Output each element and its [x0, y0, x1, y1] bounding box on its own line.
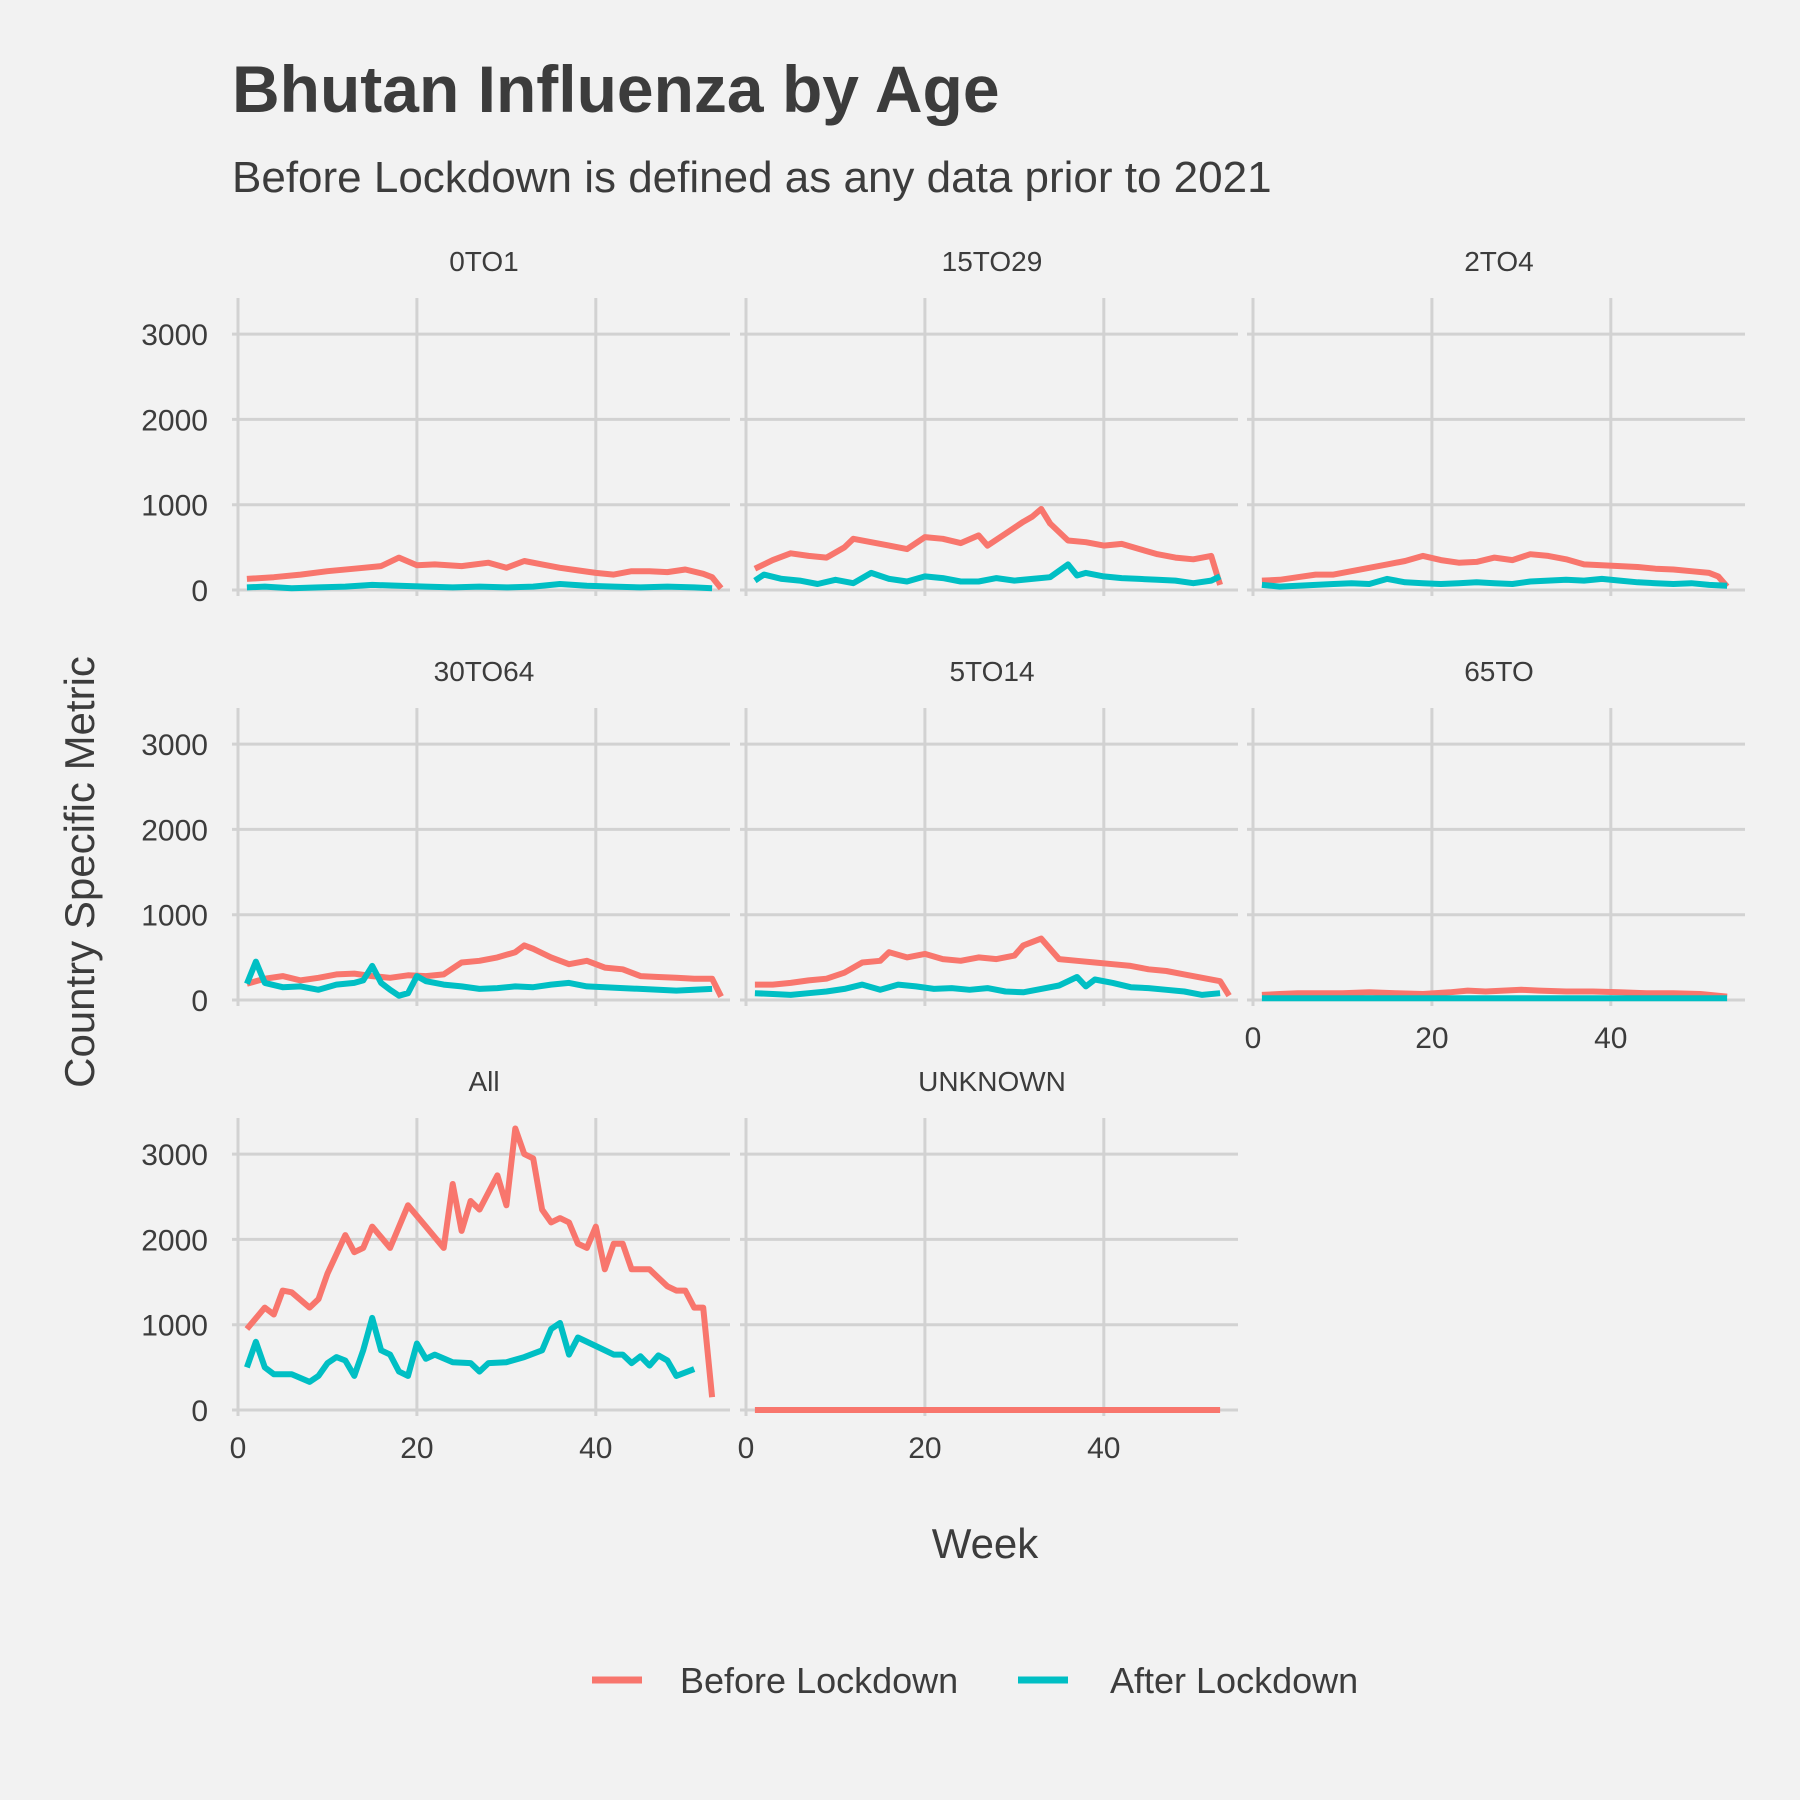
panel-label-0to1: 0TO1: [449, 246, 519, 277]
y-tick-label: 3000: [141, 729, 208, 762]
y-tick-label: 2000: [141, 814, 208, 847]
panel-all: All 0 1000 2000 3000 0 20 40: [141, 1066, 730, 1465]
x-tick-label: 40: [1594, 1022, 1627, 1055]
x-tick-label: 0: [230, 1432, 247, 1465]
series-line-5to14-after-lockdown: [754, 974, 1221, 998]
legend-label-before-lockdown: Before Lockdown: [680, 1660, 958, 1701]
series-line-5to14-before-lockdown: [754, 935, 1232, 998]
y-tick-label: 1000: [141, 490, 208, 523]
legend-item-before-lockdown: Before Lockdown: [592, 1660, 958, 1701]
panel-label-30to64: 30TO64: [434, 656, 535, 687]
panel-label-5to14: 5TO14: [949, 656, 1034, 687]
panel-65to: 65TO 0 20 40: [1245, 656, 1745, 1055]
panel-label-unknown: UNKNOWN: [918, 1066, 1066, 1097]
x-tick-label: 20: [908, 1432, 941, 1465]
series-line-all-after-lockdown: [244, 1314, 696, 1385]
series-line-0to1-after-lockdown: [246, 581, 713, 592]
series-line-65to-before-lockdown: [1261, 986, 1728, 1000]
y-tick-label: 0: [191, 985, 208, 1018]
panel-2to4: 2TO4: [1247, 246, 1745, 596]
legend-label-after-lockdown: After Lockdown: [1110, 1660, 1358, 1701]
series-line-2to4-after-lockdown: [1261, 575, 1728, 590]
y-tick-label: 0: [191, 1395, 208, 1428]
series-line-0to1-before-lockdown: [246, 554, 724, 591]
chart-title: Bhutan Influenza by Age: [232, 52, 1000, 126]
y-tick-label: 3000: [141, 319, 208, 352]
x-tick-label: 0: [738, 1432, 755, 1465]
panel-label-65to: 65TO: [1464, 656, 1534, 687]
panel-unknown: UNKNOWN 0 20 40: [738, 1066, 1238, 1465]
chart-subtitle: Before Lockdown is defined as any data p…: [232, 153, 1272, 202]
x-tick-label: 0: [1245, 1022, 1262, 1055]
y-axis-title: Country Specific Metric: [56, 656, 103, 1088]
y-tick-label: 2000: [141, 1224, 208, 1257]
x-tick-label: 20: [400, 1432, 433, 1465]
panel-30to64: 30TO64 0 1000 2000 3000: [141, 656, 730, 1018]
panel-5to14: 5TO14: [740, 656, 1238, 1006]
legend: Before Lockdown After Lockdown: [592, 1660, 1358, 1701]
y-tick-label: 1000: [141, 900, 208, 933]
x-tick-label: 40: [1087, 1432, 1120, 1465]
series-line-30to64-before-lockdown: [246, 942, 724, 998]
series-line-30to64-after-lockdown: [244, 958, 713, 999]
y-tick-label: 0: [191, 575, 208, 608]
x-tick-label: 20: [1415, 1022, 1448, 1055]
panel-15to29: 15TO29: [740, 246, 1238, 596]
y-tick-label: 1000: [141, 1310, 208, 1343]
series-line-2to4-before-lockdown: [1261, 551, 1730, 589]
panel-label-all: All: [468, 1066, 499, 1097]
series-line-all-before-lockdown: [244, 1125, 716, 1398]
x-axis-title: Week: [932, 1520, 1040, 1567]
x-tick-label: 40: [579, 1432, 612, 1465]
series-line-15to29-after-lockdown: [753, 561, 1222, 587]
panel-0to1: 0TO1 0 1000 2000 3000: [141, 246, 730, 608]
y-tick-label: 2000: [141, 404, 208, 437]
y-tick-label: 3000: [141, 1139, 208, 1172]
series-line-15to29-before-lockdown: [753, 506, 1223, 586]
panel-label-15to29: 15TO29: [942, 246, 1043, 277]
panel-label-2to4: 2TO4: [1464, 246, 1534, 277]
legend-item-after-lockdown: After Lockdown: [1018, 1660, 1358, 1701]
